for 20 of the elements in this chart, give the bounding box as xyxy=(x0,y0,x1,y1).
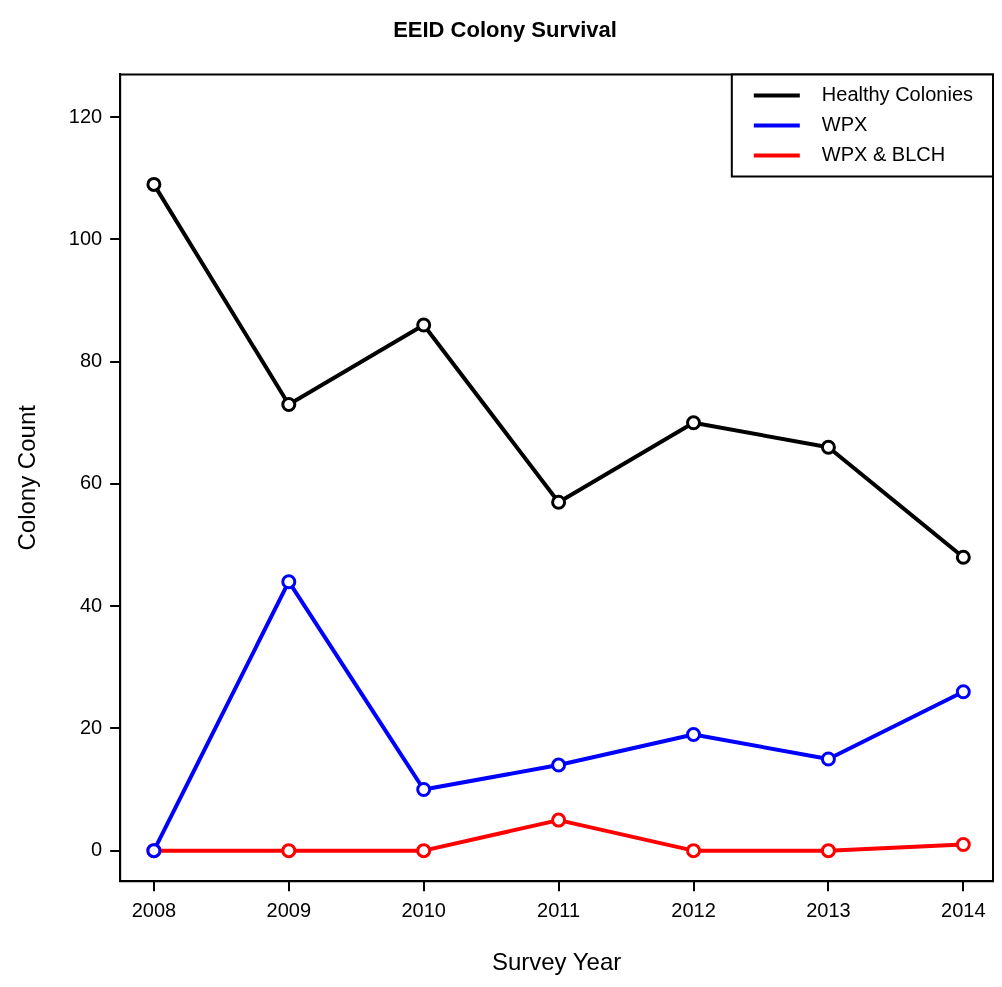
x-tick-label: 2010 xyxy=(401,898,446,921)
x-tick-label: 2013 xyxy=(806,898,851,921)
legend-label: Healthy Colonies xyxy=(821,82,974,105)
chart-title: EEID Colony Survival xyxy=(393,17,617,43)
x-tick-label: 2011 xyxy=(537,898,581,921)
y-tick-label: 60 xyxy=(79,471,103,494)
y-axis-title: Colony Count xyxy=(13,404,41,551)
x-axis-title: Survey Year xyxy=(491,948,622,976)
y-tick-label: 40 xyxy=(79,593,103,616)
legend-label: WPX & BLCH xyxy=(821,142,946,165)
x-tick-label: 2014 xyxy=(941,898,986,921)
y-tick-label: 0 xyxy=(91,838,103,861)
y-tick-label: 120 xyxy=(68,104,103,127)
y-tick-label: 80 xyxy=(79,349,103,372)
y-tick-label: 20 xyxy=(79,715,103,738)
legend-label: WPX xyxy=(821,112,868,135)
x-tick-label: 2009 xyxy=(266,898,312,921)
x-tick-label: 2008 xyxy=(131,898,177,921)
y-tick-label: 100 xyxy=(68,226,103,249)
x-tick-label: 2012 xyxy=(671,898,716,921)
